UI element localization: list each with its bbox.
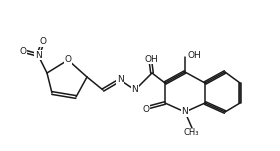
Text: OH: OH <box>144 55 158 64</box>
Text: N: N <box>117 76 123 85</box>
Text: N: N <box>182 108 188 117</box>
Text: OH: OH <box>187 50 201 59</box>
Text: O: O <box>143 104 150 114</box>
Text: O: O <box>64 56 71 64</box>
Text: O: O <box>20 47 27 56</box>
Text: CH₃: CH₃ <box>183 128 199 137</box>
Text: N: N <box>35 50 41 59</box>
Text: N: N <box>132 85 138 95</box>
Text: O: O <box>39 37 46 47</box>
